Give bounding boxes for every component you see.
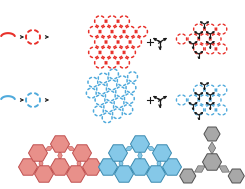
- Polygon shape: [65, 169, 71, 172]
- Polygon shape: [219, 166, 230, 172]
- Polygon shape: [161, 169, 167, 172]
- Polygon shape: [58, 151, 62, 160]
- Polygon shape: [125, 146, 133, 151]
- Polygon shape: [157, 159, 161, 168]
- Polygon shape: [145, 169, 151, 172]
- Polygon shape: [49, 169, 55, 172]
- Polygon shape: [113, 169, 119, 172]
- Polygon shape: [81, 169, 87, 172]
- Polygon shape: [165, 157, 169, 163]
- Polygon shape: [111, 157, 115, 163]
- Polygon shape: [147, 146, 155, 151]
- Polygon shape: [138, 151, 142, 160]
- Polygon shape: [129, 169, 135, 172]
- Polygon shape: [67, 146, 75, 151]
- Polygon shape: [39, 159, 43, 168]
- Polygon shape: [77, 159, 81, 168]
- Polygon shape: [45, 146, 53, 151]
- Polygon shape: [85, 157, 89, 163]
- Polygon shape: [195, 166, 205, 172]
- Polygon shape: [119, 159, 123, 168]
- Polygon shape: [31, 157, 35, 163]
- Polygon shape: [208, 142, 216, 154]
- Polygon shape: [33, 169, 39, 172]
